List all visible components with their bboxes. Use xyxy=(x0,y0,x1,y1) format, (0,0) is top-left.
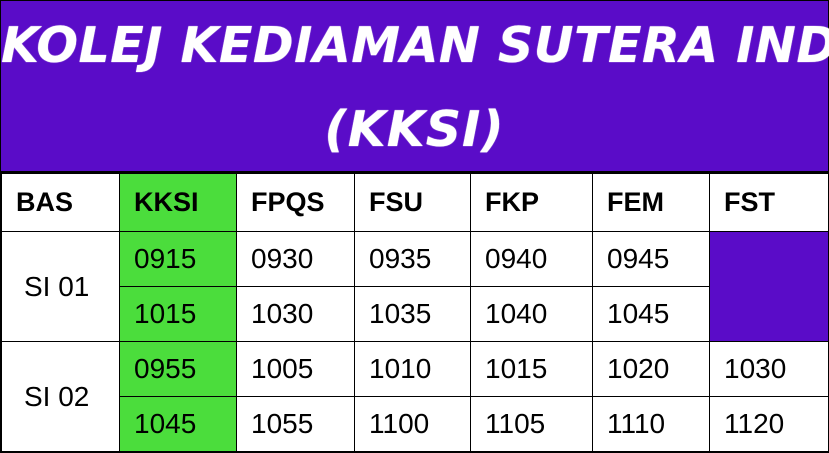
time-cell: 1120 xyxy=(709,396,829,452)
time-cell: 0940 xyxy=(470,231,593,287)
time-cell-kksi: 0955 xyxy=(119,341,237,397)
time-cell: 1010 xyxy=(354,341,471,397)
table-row: 1045 1055 1100 1105 1110 1120 xyxy=(2,396,829,452)
header-fst: FST xyxy=(709,173,829,232)
time-cell: 1110 xyxy=(592,396,710,452)
title-banner: KOLEJ KEDIAMAN SUTERA INDAH (KKSI) xyxy=(1,1,829,173)
time-cell: 1105 xyxy=(470,396,593,452)
bus-schedule-table: BAS KKSI FPQS FSU FKP FEM FST SI 01 0915… xyxy=(1,173,829,452)
time-cell: 1030 xyxy=(709,341,829,397)
header-fem: FEM xyxy=(592,173,710,232)
table-row: 1015 1030 1035 1040 1045 xyxy=(2,286,829,342)
time-cell: 1040 xyxy=(470,286,593,342)
table-row: SI 02 0955 1005 1010 1015 1020 1030 xyxy=(1,341,829,452)
time-cell: 1055 xyxy=(236,396,355,452)
header-fpqs: FPQS xyxy=(236,173,355,232)
header-kksi: KKSI xyxy=(119,173,237,232)
header-fsu: FSU xyxy=(354,173,471,232)
time-cell: 0935 xyxy=(354,231,471,287)
time-cell-kksi: 1045 xyxy=(119,396,237,452)
time-cell-kksi: 0915 xyxy=(119,231,237,287)
time-cell: 0945 xyxy=(592,231,710,287)
time-cell-kksi: 1015 xyxy=(119,286,237,342)
header-fkp: FKP xyxy=(470,173,593,232)
time-cell: 1035 xyxy=(354,286,471,342)
title-line-1: KOLEJ KEDIAMAN SUTERA INDAH xyxy=(1,17,829,74)
time-cell: 1100 xyxy=(354,396,471,452)
header-bas: BAS xyxy=(1,173,120,232)
time-cell: 1030 xyxy=(236,286,355,342)
bus-label-si01: SI 01 xyxy=(1,231,120,342)
table-row: SI 01 0915 0930 0935 0940 0945 xyxy=(1,231,829,342)
time-cell: 1005 xyxy=(236,341,355,397)
time-cell: 1045 xyxy=(592,286,710,342)
time-cell: 1020 xyxy=(592,341,710,397)
time-cell: 0930 xyxy=(236,231,355,287)
time-cell: 1015 xyxy=(470,341,593,397)
title-line-2: (KKSI) xyxy=(324,101,505,158)
header-row: BAS KKSI FPQS FSU FKP FEM FST xyxy=(1,173,829,232)
bus-label-si02: SI 02 xyxy=(1,341,120,452)
fst-no-service-block xyxy=(709,231,829,342)
